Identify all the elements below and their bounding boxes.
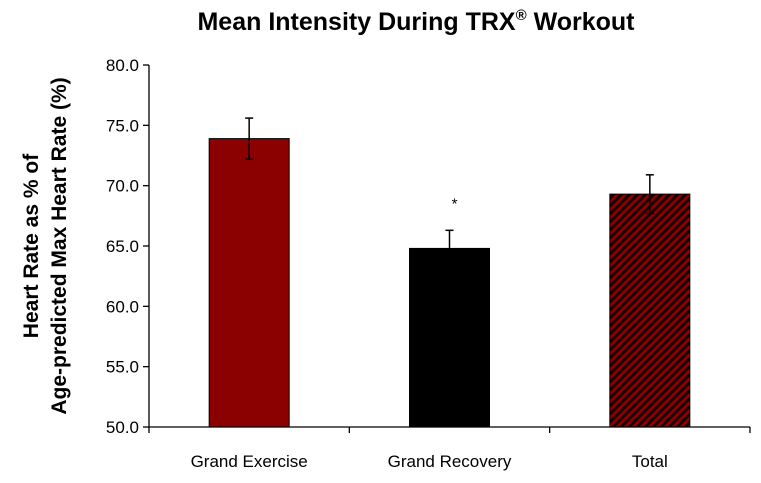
bar-3 (609, 193, 691, 428)
y-tick-label: 70.0 (106, 177, 139, 196)
y-tick-label: 55.0 (106, 358, 139, 377)
annotations-group: * (452, 195, 458, 212)
chart-title: Mean Intensity During TRX® Workout (197, 7, 635, 36)
category-label-3: Total (632, 452, 668, 471)
x-ticks-group (148, 427, 751, 433)
significance-marker: * (452, 195, 458, 212)
y-tick-label: 75.0 (106, 116, 139, 135)
bar-2 (409, 247, 490, 428)
y-ticks-group: 80.0 75.0 70.0 65.0 60.0 55.0 50.0 (106, 56, 149, 437)
category-label-2: Grand Recovery (388, 452, 512, 471)
category-labels-group: Grand Exercise Grand Recovery Total (191, 452, 668, 471)
y-tick-label: 80.0 (106, 56, 139, 75)
error-bars-group (245, 117, 654, 268)
y-tick-label: 60.0 (106, 297, 139, 316)
y-tick-label: 65.0 (106, 237, 139, 256)
y-tick-label: 50.0 (106, 418, 139, 437)
category-label-1: Grand Exercise (191, 452, 308, 471)
bars-group (208, 138, 691, 428)
y-axis-label-line-2: Age-predicted Max Heart Rate (%) (48, 77, 71, 414)
bar-1 (208, 138, 290, 428)
y-axis-label-line-1: Heart Rate as % of (20, 153, 43, 338)
